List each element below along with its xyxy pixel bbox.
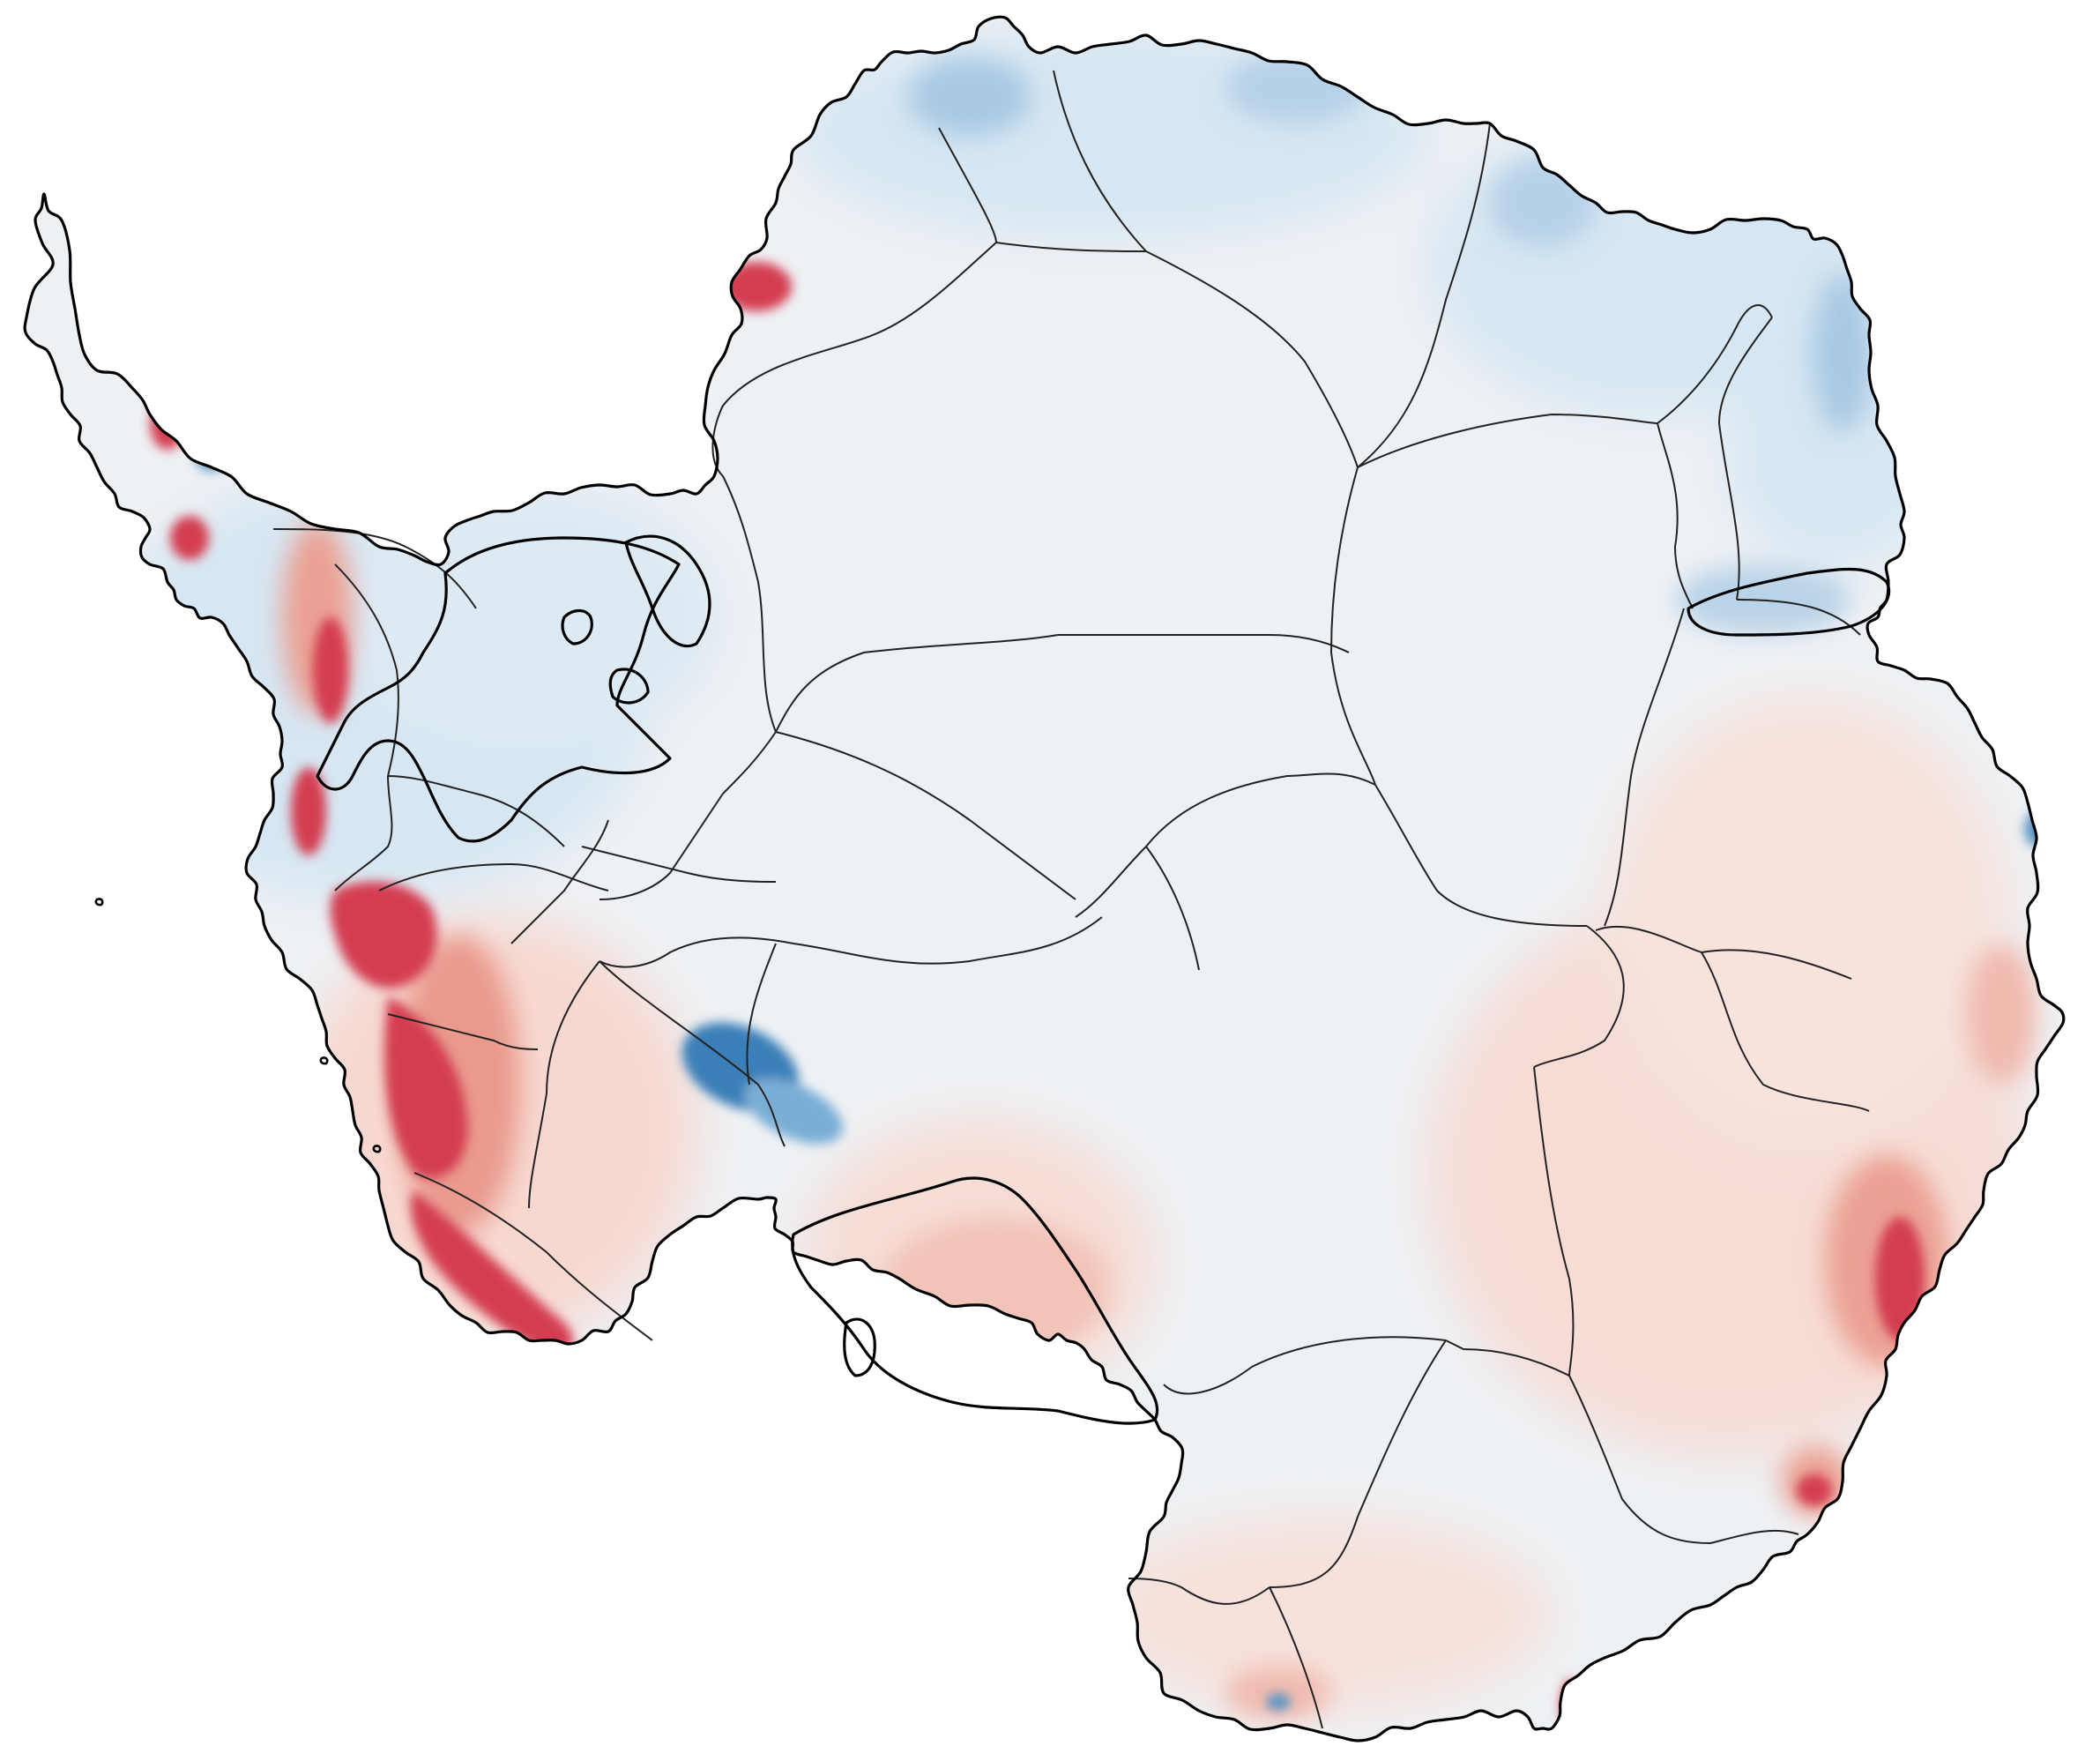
basin-line (272, 528, 477, 609)
basin-line (599, 793, 724, 900)
red-zone-ross-mid (882, 1217, 1111, 1358)
basin-line (775, 731, 1076, 900)
basin-line (793, 916, 1103, 965)
basin-line (995, 242, 1147, 252)
red-strong-pine-island (384, 996, 468, 1179)
basin-line (711, 242, 997, 477)
ice-shelf-outlines (94, 534, 1891, 1425)
red-spot-east-coast (1966, 944, 2037, 1085)
red-strong-getz (411, 1190, 574, 1354)
basin-line (528, 960, 600, 1209)
blue-zone-ronne (335, 485, 723, 750)
basin-line (1533, 925, 1625, 1068)
basin-line (1357, 414, 1658, 468)
islet (94, 898, 104, 907)
red-zone-east-mid (1605, 697, 2010, 1155)
basin-line (1374, 784, 1588, 927)
berkner-island-outline (624, 534, 711, 648)
drainage-basin-boundaries (272, 70, 1870, 1729)
basin-line (1357, 123, 1491, 468)
basin-line (1701, 951, 1870, 1112)
basin-line (581, 846, 777, 883)
anomaly-shading (88, 26, 2049, 1733)
basin-line (378, 863, 609, 892)
blue-spot-north-1 (908, 57, 1031, 137)
basin-line (1595, 925, 1702, 953)
basin-line (413, 1172, 653, 1341)
basin-line (510, 819, 609, 944)
basin-line (1269, 1586, 1323, 1729)
red-strong-totten (1875, 1217, 1925, 1340)
basin-line (1053, 70, 1147, 252)
red-strong-peninsula-2 (170, 516, 209, 560)
basin-line (1657, 304, 1773, 424)
basin-line (1604, 608, 1685, 927)
basin-line (1445, 1339, 1570, 1377)
blue-spot-northeast (1490, 159, 1596, 247)
coastline (23, 15, 2066, 1742)
basin-line (1269, 1339, 1447, 1588)
basin-line (599, 936, 794, 968)
basin-line (722, 475, 777, 795)
basin-line (1075, 772, 1376, 918)
basin-line (1163, 1336, 1447, 1395)
korff-island-outline (561, 608, 593, 645)
blue-mid-siple-coast (744, 1078, 843, 1145)
basin-line (1128, 1578, 1270, 1605)
blue-spot-south-coast (1266, 1693, 1291, 1711)
red-strong-wilkes (1797, 1474, 1832, 1506)
basin-line (1145, 250, 1359, 468)
basin-line (1145, 846, 1200, 971)
roosevelt-island-outline (843, 1317, 876, 1377)
basin-line (746, 943, 777, 1086)
basin-line (387, 775, 565, 847)
basin-line (334, 563, 399, 777)
basin-line (599, 960, 786, 1147)
basin-line (387, 1013, 539, 1050)
basin-line (775, 634, 1059, 733)
red-strong-peninsula-3 (313, 617, 348, 723)
islet (319, 1056, 329, 1065)
red-strong-dronning-maud (721, 262, 792, 311)
ross-ice-shelf-outline (791, 1176, 1159, 1425)
amery-ice-shelf-outline (1687, 568, 1891, 637)
basin-line (938, 127, 997, 243)
basin-line (1533, 1066, 1575, 1377)
basin-line (1718, 317, 1773, 601)
basin-line (1657, 422, 1694, 609)
basin-line (334, 775, 393, 892)
red-strong-thwaites (330, 881, 437, 989)
basin-line (1568, 1375, 1799, 1544)
basin-line (1330, 466, 1376, 786)
henry-island-outline (608, 668, 650, 705)
basin-line (1701, 949, 1852, 980)
ronne-filchner-ice-shelf-outline (316, 536, 681, 843)
islet (372, 1145, 382, 1153)
basin-line (1058, 634, 1350, 653)
red-zone-south (1093, 1517, 1552, 1711)
red-strong-peninsula-4 (291, 767, 326, 855)
blue-spot-east-coast (1812, 273, 1873, 432)
